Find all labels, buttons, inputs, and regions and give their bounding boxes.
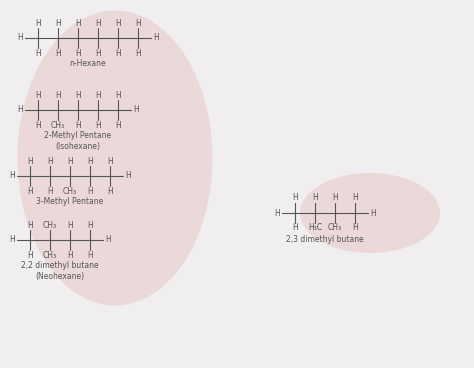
Text: H: H — [115, 18, 121, 28]
Text: 2,2 dimethyl butane: 2,2 dimethyl butane — [21, 262, 99, 270]
Ellipse shape — [18, 11, 212, 305]
Text: H: H — [115, 49, 121, 57]
Text: H: H — [27, 156, 33, 166]
Text: H: H — [9, 171, 15, 180]
Text: 2-Methyl Pentane: 2-Methyl Pentane — [45, 131, 111, 141]
Text: H: H — [35, 18, 41, 28]
Text: (Isohexane): (Isohexane) — [55, 142, 100, 151]
Text: H: H — [75, 120, 81, 130]
Text: H: H — [47, 187, 53, 195]
Text: H: H — [55, 91, 61, 99]
Text: H: H — [352, 194, 358, 202]
Text: H: H — [67, 251, 73, 259]
Text: H: H — [87, 187, 93, 195]
Text: H: H — [9, 236, 15, 244]
Text: CH₃: CH₃ — [63, 187, 77, 195]
Text: H: H — [55, 18, 61, 28]
Text: H: H — [27, 220, 33, 230]
Text: CH₃: CH₃ — [43, 220, 57, 230]
Text: H: H — [27, 251, 33, 259]
Text: H: H — [55, 49, 61, 57]
Text: H: H — [67, 156, 73, 166]
Text: H: H — [17, 106, 23, 114]
Text: H: H — [274, 209, 280, 217]
Text: n-Hexane: n-Hexane — [70, 60, 106, 68]
Text: H: H — [105, 236, 111, 244]
Text: H: H — [95, 49, 101, 57]
Text: H: H — [352, 223, 358, 233]
Text: H: H — [75, 91, 81, 99]
Text: H: H — [35, 49, 41, 57]
Text: H: H — [75, 18, 81, 28]
Text: H: H — [312, 194, 318, 202]
Text: H: H — [87, 220, 93, 230]
Text: CH₃: CH₃ — [43, 251, 57, 259]
Text: H: H — [292, 223, 298, 233]
Ellipse shape — [300, 173, 440, 253]
Text: H: H — [135, 18, 141, 28]
Text: H: H — [67, 220, 73, 230]
Text: H: H — [153, 33, 159, 42]
Text: H: H — [292, 194, 298, 202]
Text: H: H — [370, 209, 376, 217]
Text: CH₃: CH₃ — [328, 223, 342, 233]
Text: H: H — [27, 187, 33, 195]
Text: H: H — [95, 18, 101, 28]
Text: (Neohexane): (Neohexane) — [36, 272, 84, 280]
Text: H: H — [95, 120, 101, 130]
Text: H: H — [47, 156, 53, 166]
Text: H: H — [125, 171, 131, 180]
Text: H: H — [35, 91, 41, 99]
Text: H: H — [107, 187, 113, 195]
Text: H₃C: H₃C — [308, 223, 322, 233]
Text: 2,3 dimethyl butane: 2,3 dimethyl butane — [286, 234, 364, 244]
Text: H: H — [87, 156, 93, 166]
Text: H: H — [135, 49, 141, 57]
Text: H: H — [133, 106, 139, 114]
Text: H: H — [17, 33, 23, 42]
Text: H: H — [87, 251, 93, 259]
Text: H: H — [107, 156, 113, 166]
Text: H: H — [115, 91, 121, 99]
Text: H: H — [95, 91, 101, 99]
Text: H: H — [75, 49, 81, 57]
Text: CH₃: CH₃ — [51, 120, 65, 130]
Text: 3-Methyl Pentane: 3-Methyl Pentane — [36, 198, 104, 206]
Text: H: H — [35, 120, 41, 130]
Text: H: H — [115, 120, 121, 130]
Text: H: H — [332, 194, 338, 202]
